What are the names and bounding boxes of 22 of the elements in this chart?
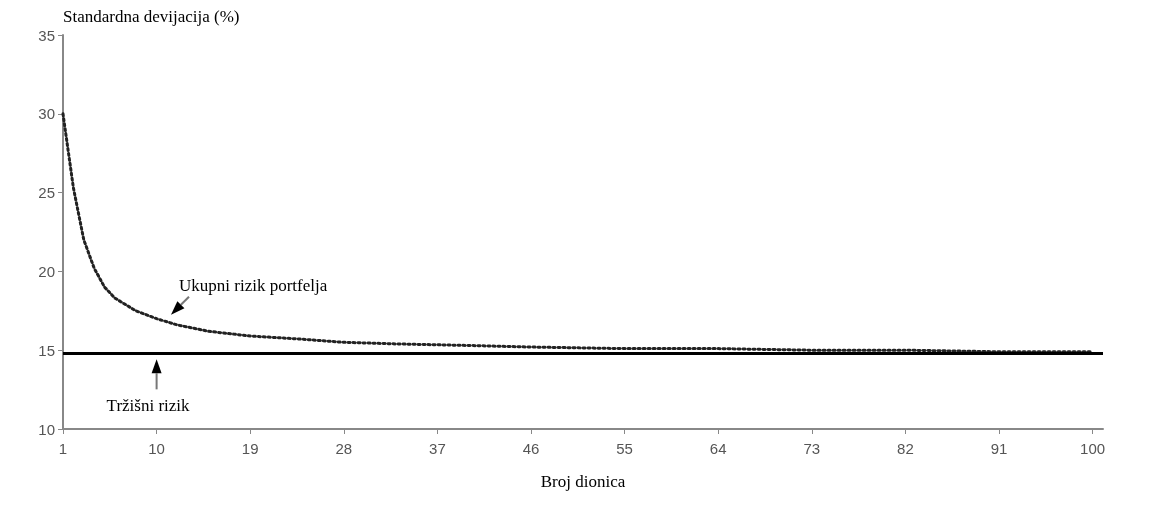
x-tick-label: 19 bbox=[241, 440, 259, 457]
x-tick-label: 28 bbox=[335, 440, 353, 457]
x-tick-label: 37 bbox=[429, 440, 446, 457]
annotation: Tržišni rizik bbox=[106, 396, 191, 416]
y-tick-label: 20 bbox=[38, 262, 55, 280]
x-tick-label: 82 bbox=[897, 440, 914, 457]
x-tick-label: 73 bbox=[803, 440, 821, 457]
x-axis-title: Broj dionica bbox=[540, 472, 626, 491]
x-tick-label: 55 bbox=[616, 440, 633, 457]
y-tick-label: 15 bbox=[38, 341, 55, 359]
y-tick-label: 30 bbox=[38, 105, 55, 123]
y-tick-label: 10 bbox=[38, 420, 55, 438]
x-tick-label: 100 bbox=[1080, 440, 1106, 457]
x-tick-label: 64 bbox=[709, 440, 727, 457]
annotation: Ukupni rizik portfelja bbox=[179, 275, 328, 295]
x-tick-label: 46 bbox=[522, 440, 540, 457]
x-tick-label: 10 bbox=[148, 440, 165, 457]
y-axis-title: Standardna devijacija (%) bbox=[63, 7, 240, 26]
x-tick-label: 1 bbox=[58, 440, 68, 457]
x-tick-label: 91 bbox=[990, 440, 1008, 457]
y-tick-label: 25 bbox=[38, 184, 55, 202]
y-tick-label: 35 bbox=[38, 26, 55, 44]
